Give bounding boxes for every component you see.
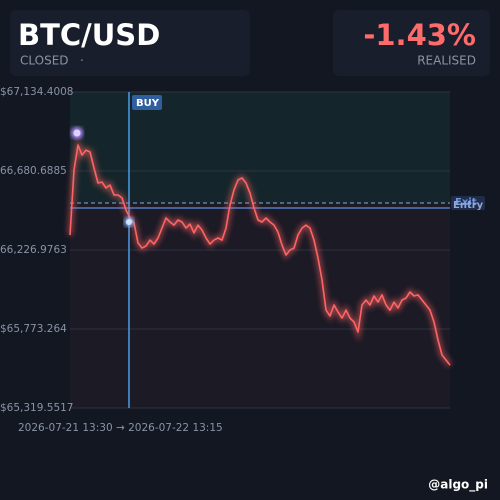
price-tag — [451, 195, 485, 210]
time-range: 2026-07-21 13:30 → 2026-07-22 13:15 — [18, 422, 223, 434]
y-tick-label: $65,773.264 — [0, 323, 67, 335]
peak-marker — [73, 129, 81, 137]
buy-marker — [126, 218, 132, 225]
y-tick-label: 66,226.9763 — [0, 244, 67, 256]
pnl-panel — [333, 10, 490, 76]
symbol: BTC/USD — [18, 18, 160, 52]
handle: @algo_pi — [428, 478, 488, 493]
buy-tag — [132, 95, 162, 110]
buy-label: BUY — [136, 98, 160, 109]
status: CLOSED — [20, 54, 69, 68]
separator: · — [80, 54, 84, 68]
y-tick-label: 66,680.6885 — [0, 165, 67, 177]
chart: $67,134.4008 66,680.6885 66,226.9763 $65,77… — [0, 86, 485, 414]
y-tick-label: $65,319.5517 — [0, 402, 73, 414]
y-tick-label: $67,134.4008 — [0, 86, 73, 98]
exit-label: Exit — [455, 197, 477, 208]
pnl-label: REALISED — [417, 54, 476, 68]
entry-label: Entry — [453, 200, 484, 211]
symbol-panel — [10, 10, 250, 76]
profit-zone — [70, 92, 450, 203]
pnl: -1.43% — [363, 18, 476, 52]
